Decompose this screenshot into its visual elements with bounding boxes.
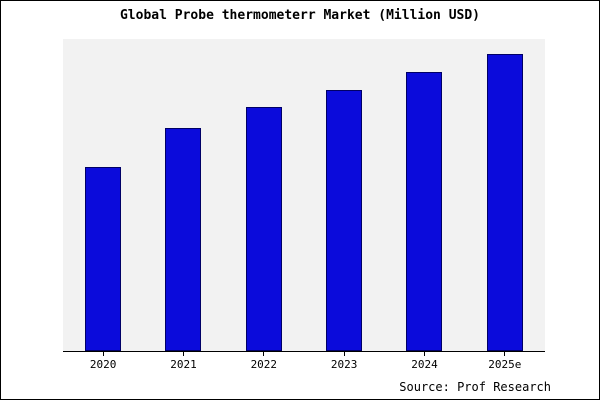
chart-title: Global Probe thermometerr Market (Millio… [119,8,481,23]
x-tick-label: 2023 [330,358,358,371]
x-tick: 2024 [384,352,464,371]
x-tick-label: 2024 [411,358,438,371]
bar-slot [465,39,545,351]
x-tick-mark [504,352,506,356]
bar-slot [143,39,223,351]
bar-2022 [245,107,282,351]
x-tick: 2022 [224,352,304,371]
x-tick: 2025e [465,352,545,371]
x-tick-label: 2022 [250,358,278,371]
bars-row [63,39,545,351]
bar-slot [384,39,464,351]
bar-slot [224,39,304,351]
x-tick-mark [423,352,425,356]
bar-2023 [326,89,363,351]
bar-2025e [486,53,523,351]
x-tick-mark [263,352,265,356]
bar-slot [63,39,143,351]
bar-2021 [165,128,202,351]
x-axis-labels: 2020 2021 2022 2023 2024 2025e [63,352,545,371]
x-tick-mark [343,352,345,356]
x-tick: 2020 [63,352,143,371]
x-tick: 2023 [304,352,384,371]
x-tick-label: 2025e [488,358,522,371]
bar-2020 [85,166,122,351]
plot-area [63,39,545,352]
x-tick-label: 2020 [89,358,117,371]
x-tick-mark [102,352,104,356]
bar-slot [304,39,384,351]
x-tick: 2021 [143,352,223,371]
x-tick-label: 2021 [170,358,197,371]
x-tick-mark [182,352,184,356]
bar-2024 [406,71,443,351]
source-note: Source: Prof Research [399,380,551,394]
